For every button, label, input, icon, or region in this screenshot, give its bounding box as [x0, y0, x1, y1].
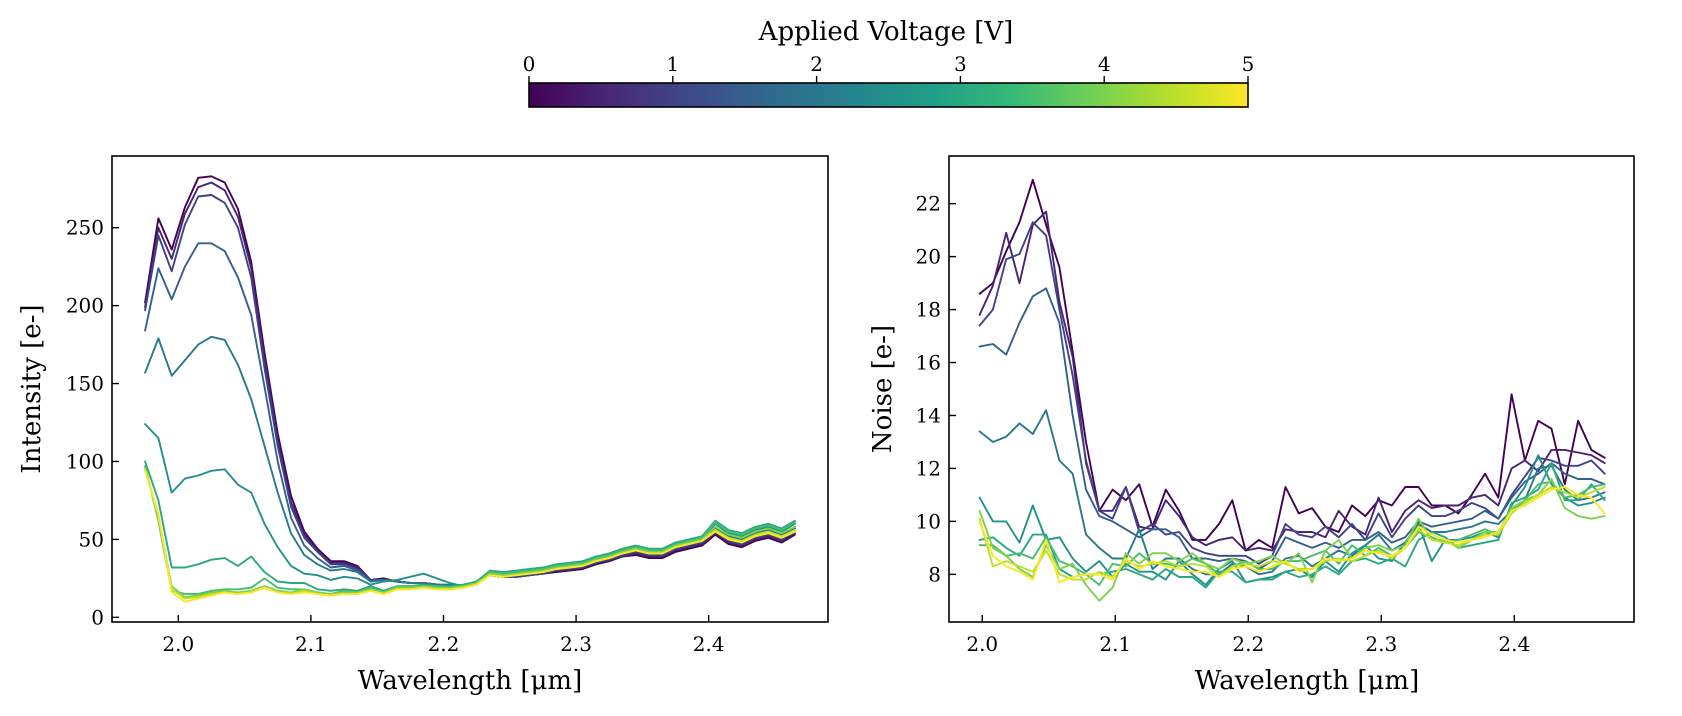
intensity-series-line: [144, 468, 796, 600]
intensity-x-tick-label: 2.1: [295, 632, 327, 656]
intensity-series-line: [144, 466, 796, 599]
noise-y-tick-label: 16: [916, 351, 941, 375]
noise-series-line: [978, 287, 1606, 570]
intensity-series-line: [144, 469, 796, 603]
noise-x-tick-label: 2.3: [1365, 632, 1397, 656]
noise-x-axis-label: Wavelength [μm]: [1195, 666, 1419, 696]
intensity-y-tick-label: 0: [91, 605, 104, 629]
noise-plot-frame: [948, 155, 1635, 623]
noise-series-line: [978, 486, 1606, 584]
noise-series-line: [978, 178, 1606, 552]
intensity-series-line: [144, 460, 796, 592]
noise-x-tick-label: 2.1: [1099, 632, 1131, 656]
intensity-plot-frame: [111, 155, 829, 623]
intensity-series-line: [144, 335, 796, 588]
intensity-x-tick-label: 2.2: [428, 632, 460, 656]
noise-y-tick-label: 22: [916, 192, 941, 216]
intensity-x-tick-label: 2.3: [560, 632, 592, 656]
colorbar-title: Applied Voltage [V]: [758, 17, 1014, 47]
intensity-plot: 2.0 2.1 2.2 2.3 2.4 0 50 100 150 200 250 Wavelengt…: [17, 155, 829, 696]
intensity-axis-ticks: 2.0 2.1 2.2 2.3 2.4 0 50 100 150 200 250: [66, 216, 725, 656]
intensity-y-tick-label: 150: [66, 372, 104, 396]
intensity-y-tick-label: 250: [66, 216, 104, 240]
intensity-y-tick-label: 50: [79, 527, 104, 551]
colorbar-tick-label: 1: [666, 52, 679, 76]
noise-y-tick-label: 20: [916, 245, 941, 269]
noise-axis-ticks: 2.0 2.1 2.2 2.3 2.4 8 10 12 14 16 18 20 22: [916, 192, 1531, 656]
colorbar-tick-label: 3: [954, 52, 967, 76]
colorbar-ticks: 0 1 2 3 4 5: [523, 52, 1255, 83]
intensity-x-axis-label: Wavelength [μm]: [358, 666, 582, 696]
noise-y-tick-label: 14: [916, 403, 941, 427]
noise-plot: 2.0 2.1 2.2 2.3 2.4 8 10 12 14 16 18 20 22 Wavelengt…: [868, 155, 1635, 696]
noise-y-tick-label: 12: [916, 456, 941, 480]
colorbar-tick-label: 5: [1242, 52, 1255, 76]
intensity-series-line: [144, 465, 796, 595]
intensity-series-line: [144, 194, 796, 588]
intensity-y-tick-label: 200: [66, 294, 104, 318]
noise-series-group: [978, 178, 1606, 602]
intensity-x-tick-label: 2.0: [162, 632, 194, 656]
colorbar-tick-label: 0: [523, 52, 536, 76]
intensity-series-group: [144, 175, 796, 603]
noise-y-axis-label: Noise [e-]: [868, 325, 898, 453]
noise-y-tick-label: 8: [928, 562, 941, 586]
noise-x-tick-label: 2.0: [966, 632, 998, 656]
intensity-y-tick-label: 100: [66, 449, 104, 473]
noise-series-line: [978, 409, 1606, 576]
colorbar: Applied Voltage [V] 0 1 2 3 4 5: [523, 17, 1255, 108]
intensity-x-tick-label: 2.4: [693, 632, 725, 656]
noise-series-line: [978, 462, 1606, 589]
colorbar-tick-label: 4: [1098, 52, 1111, 76]
intensity-y-axis-label: Intensity [e-]: [17, 304, 47, 473]
noise-x-tick-label: 2.4: [1498, 632, 1530, 656]
intensity-series-line: [144, 242, 796, 588]
colorbar-gradient: [528, 82, 1249, 108]
noise-x-tick-label: 2.2: [1232, 632, 1264, 656]
noise-y-tick-label: 18: [916, 298, 941, 322]
colorbar-tick-label: 2: [810, 52, 823, 76]
noise-y-tick-label: 10: [916, 509, 941, 533]
